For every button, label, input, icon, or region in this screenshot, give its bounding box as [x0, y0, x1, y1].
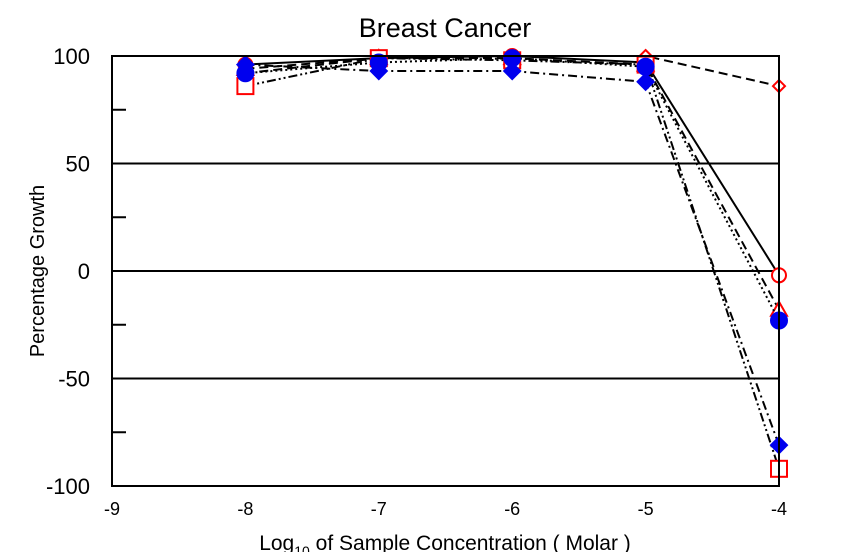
data-point: [369, 61, 389, 81]
x-tick-label: -4: [771, 499, 787, 519]
series-1: [237, 48, 787, 284]
x-tick-label: -8: [237, 499, 253, 519]
data-point: [636, 57, 655, 76]
y-tick-label: 50: [66, 152, 90, 177]
x-tick-label: -6: [504, 499, 520, 519]
tick-layer: 100 50 0 -50 -100 -9 -8 -7 -6 -5 -4: [46, 44, 787, 519]
y-axis-label: Percentage Growth: [27, 185, 49, 357]
y-tick-label: 100: [53, 44, 90, 69]
data-point: [502, 61, 522, 81]
grid-layer: [112, 162, 779, 380]
series-4: [236, 49, 788, 478]
x-axis-label-sub: 10: [294, 543, 310, 552]
chart-title: Breast Cancer: [359, 13, 532, 43]
series-6: [235, 55, 789, 455]
series-line: [245, 63, 780, 446]
series-5: [236, 49, 788, 330]
series-line: [245, 57, 780, 321]
x-axis-label-rest: of Sample Concentration ( Molar ): [310, 532, 631, 552]
series-3: [235, 48, 789, 317]
x-tick-label: -9: [104, 499, 120, 519]
series-layer: [235, 48, 789, 478]
plot-frame: [111, 55, 780, 487]
series-line: [245, 54, 780, 276]
x-axis-label: Log10 of Sample Concentration ( Molar ): [259, 532, 631, 552]
x-tick-label: -5: [638, 499, 654, 519]
x-tick-label: -7: [371, 499, 387, 519]
series-line: [245, 57, 780, 470]
y-tick-label: 0: [78, 259, 90, 284]
data-point: [636, 72, 656, 92]
y-tick-label: -100: [46, 474, 90, 499]
y-tick-label: -50: [58, 367, 90, 392]
x-axis-label-log: Log: [259, 532, 294, 552]
data-point: [235, 55, 255, 75]
